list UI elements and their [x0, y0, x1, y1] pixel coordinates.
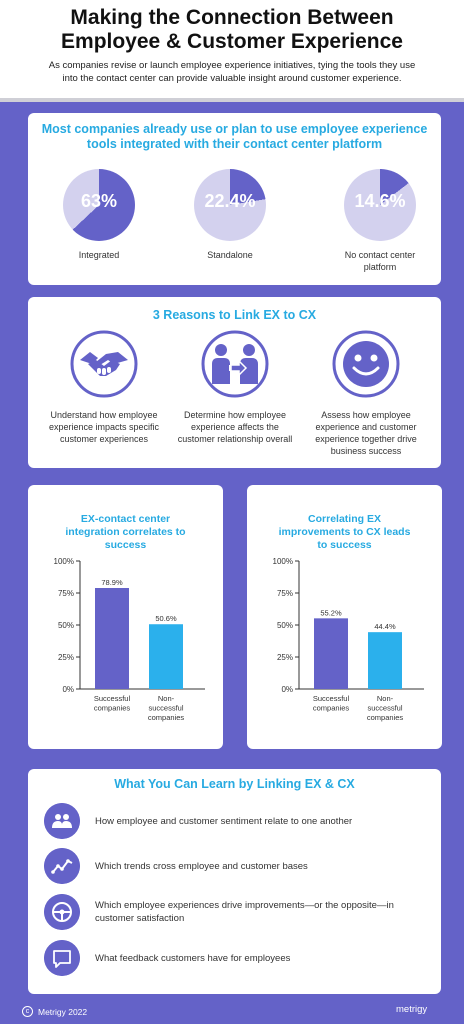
learn-text: Which trends cross employee and customer…: [95, 860, 308, 872]
x-tick-label: companies: [313, 704, 350, 713]
page-title: Making the Connection Between Employee &…: [0, 0, 464, 54]
learn-item: Which employee experiences drive improve…: [44, 894, 434, 930]
bar: [314, 618, 348, 689]
reasons-card: 3 Reasons to Link EX to CX Understand ho…: [28, 297, 441, 468]
tools-card: Most companies already use or plan to us…: [28, 113, 441, 285]
pie-value: 63%: [80, 191, 118, 211]
learn-heading: What You Can Learn by Linking EX & CX: [114, 777, 355, 791]
chart-card-integration: EX-contact center integration correlates…: [28, 485, 223, 749]
reason-item: Understand how employee experience impac…: [42, 330, 166, 445]
x-tick-label: Successful: [94, 694, 131, 703]
bar: [95, 588, 129, 689]
steering-wheel-icon: [44, 894, 80, 930]
tools-heading: Most companies already use or plan to us…: [41, 122, 428, 151]
pie-integrated: 63% Integrated: [59, 169, 139, 261]
learn-card: What You Can Learn by Linking EX & CX Ho…: [28, 769, 441, 994]
bar-chart: 0%25%50%75%100%78.9%Successfulcompanies5…: [54, 557, 205, 722]
y-tick-label: 0%: [281, 685, 293, 694]
bar-value-label: 78.9%: [101, 578, 123, 587]
bar-value-label: 50.6%: [155, 614, 177, 623]
pie-label: No contact center platform: [344, 250, 416, 272]
trend-icon: [44, 848, 80, 884]
learn-text: How employee and customer sentiment rela…: [95, 815, 353, 827]
learn-text: Which employee experiences drive improve…: [95, 900, 394, 924]
pie-chart: 22.4%: [194, 169, 266, 241]
learn-item: How employee and customer sentiment rela…: [44, 803, 434, 839]
x-tick-label: companies: [94, 704, 131, 713]
x-tick-label: companies: [148, 713, 185, 722]
copyright-text: Metrigy 2022: [38, 1006, 88, 1017]
chart-card-improvements: Correlating EX improvements to CX leads …: [247, 485, 442, 749]
y-tick-label: 75%: [277, 589, 293, 598]
learn-item: What feedback customers have for employe…: [44, 940, 434, 976]
pie-chart: 63%: [63, 169, 135, 241]
pie-value: 22.4%: [204, 191, 256, 211]
y-tick-label: 50%: [277, 621, 293, 630]
bar-chart: 0%25%50%75%100%55.2%Successfulcompanies4…: [273, 557, 424, 722]
group-icon: [44, 803, 80, 839]
page-subtitle: As companies revise or launch employee e…: [48, 60, 416, 84]
x-tick-label: companies: [367, 713, 404, 722]
y-tick-label: 50%: [58, 621, 74, 630]
bar: [368, 632, 402, 689]
copyright-icon: c: [22, 1006, 33, 1017]
reason-text: Assess how employee experience and custo…: [315, 410, 417, 456]
x-tick-label: Non-: [377, 694, 394, 703]
pie-label: Standalone: [207, 250, 253, 260]
y-tick-label: 25%: [58, 653, 74, 662]
header-divider: [0, 98, 464, 102]
y-tick-label: 100%: [54, 557, 74, 566]
footer-copyright: c Metrigy 2022: [22, 1006, 87, 1017]
bar: [149, 624, 183, 689]
x-tick-label: successful: [148, 704, 183, 713]
reason-item: Determine how employee experience affect…: [173, 330, 297, 445]
title-line-1: Making the Connection Between: [70, 6, 394, 29]
reason-item: Assess how employee experience and custo…: [304, 330, 428, 457]
x-tick-label: Successful: [313, 694, 350, 703]
header: Making the Connection Between Employee &…: [0, 0, 464, 100]
y-tick-label: 100%: [273, 557, 293, 566]
x-tick-label: successful: [367, 704, 402, 713]
smiley-icon: [332, 330, 400, 398]
y-tick-label: 0%: [62, 685, 74, 694]
learn-item: Which trends cross employee and customer…: [44, 848, 434, 884]
handshake-icon: [70, 330, 138, 398]
bar-value-label: 44.4%: [374, 622, 396, 631]
metrigy-logo: metrigy: [396, 1004, 427, 1015]
y-tick-label: 25%: [277, 653, 293, 662]
bar-value-label: 55.2%: [320, 608, 342, 617]
chat-icon: [44, 940, 80, 976]
chart-title: Correlating EX improvements to CX leads …: [278, 513, 411, 551]
logo-text: metrigy: [396, 1004, 428, 1015]
reasons-heading: 3 Reasons to Link EX to CX: [152, 308, 317, 322]
y-tick-label: 75%: [58, 589, 74, 598]
pie-chart: 14.6%: [344, 169, 416, 241]
reason-text: Determine how employee experience affect…: [177, 410, 293, 444]
pie-standalone: 22.4% Standalone: [190, 169, 270, 261]
people-exchange-icon: [201, 330, 269, 398]
pie-value: 14.6%: [354, 191, 406, 211]
title-line-2: Employee & Customer Experience: [61, 30, 403, 53]
pie-label: Integrated: [78, 250, 120, 260]
chart-title: EX-contact center integration correlates…: [65, 513, 186, 551]
x-tick-label: Non-: [158, 694, 175, 703]
pie-no-contact-center: 14.6% No contact center platform: [335, 169, 425, 273]
learn-text: What feedback customers have for employe…: [95, 952, 291, 964]
reason-text: Understand how employee experience impac…: [48, 410, 160, 444]
